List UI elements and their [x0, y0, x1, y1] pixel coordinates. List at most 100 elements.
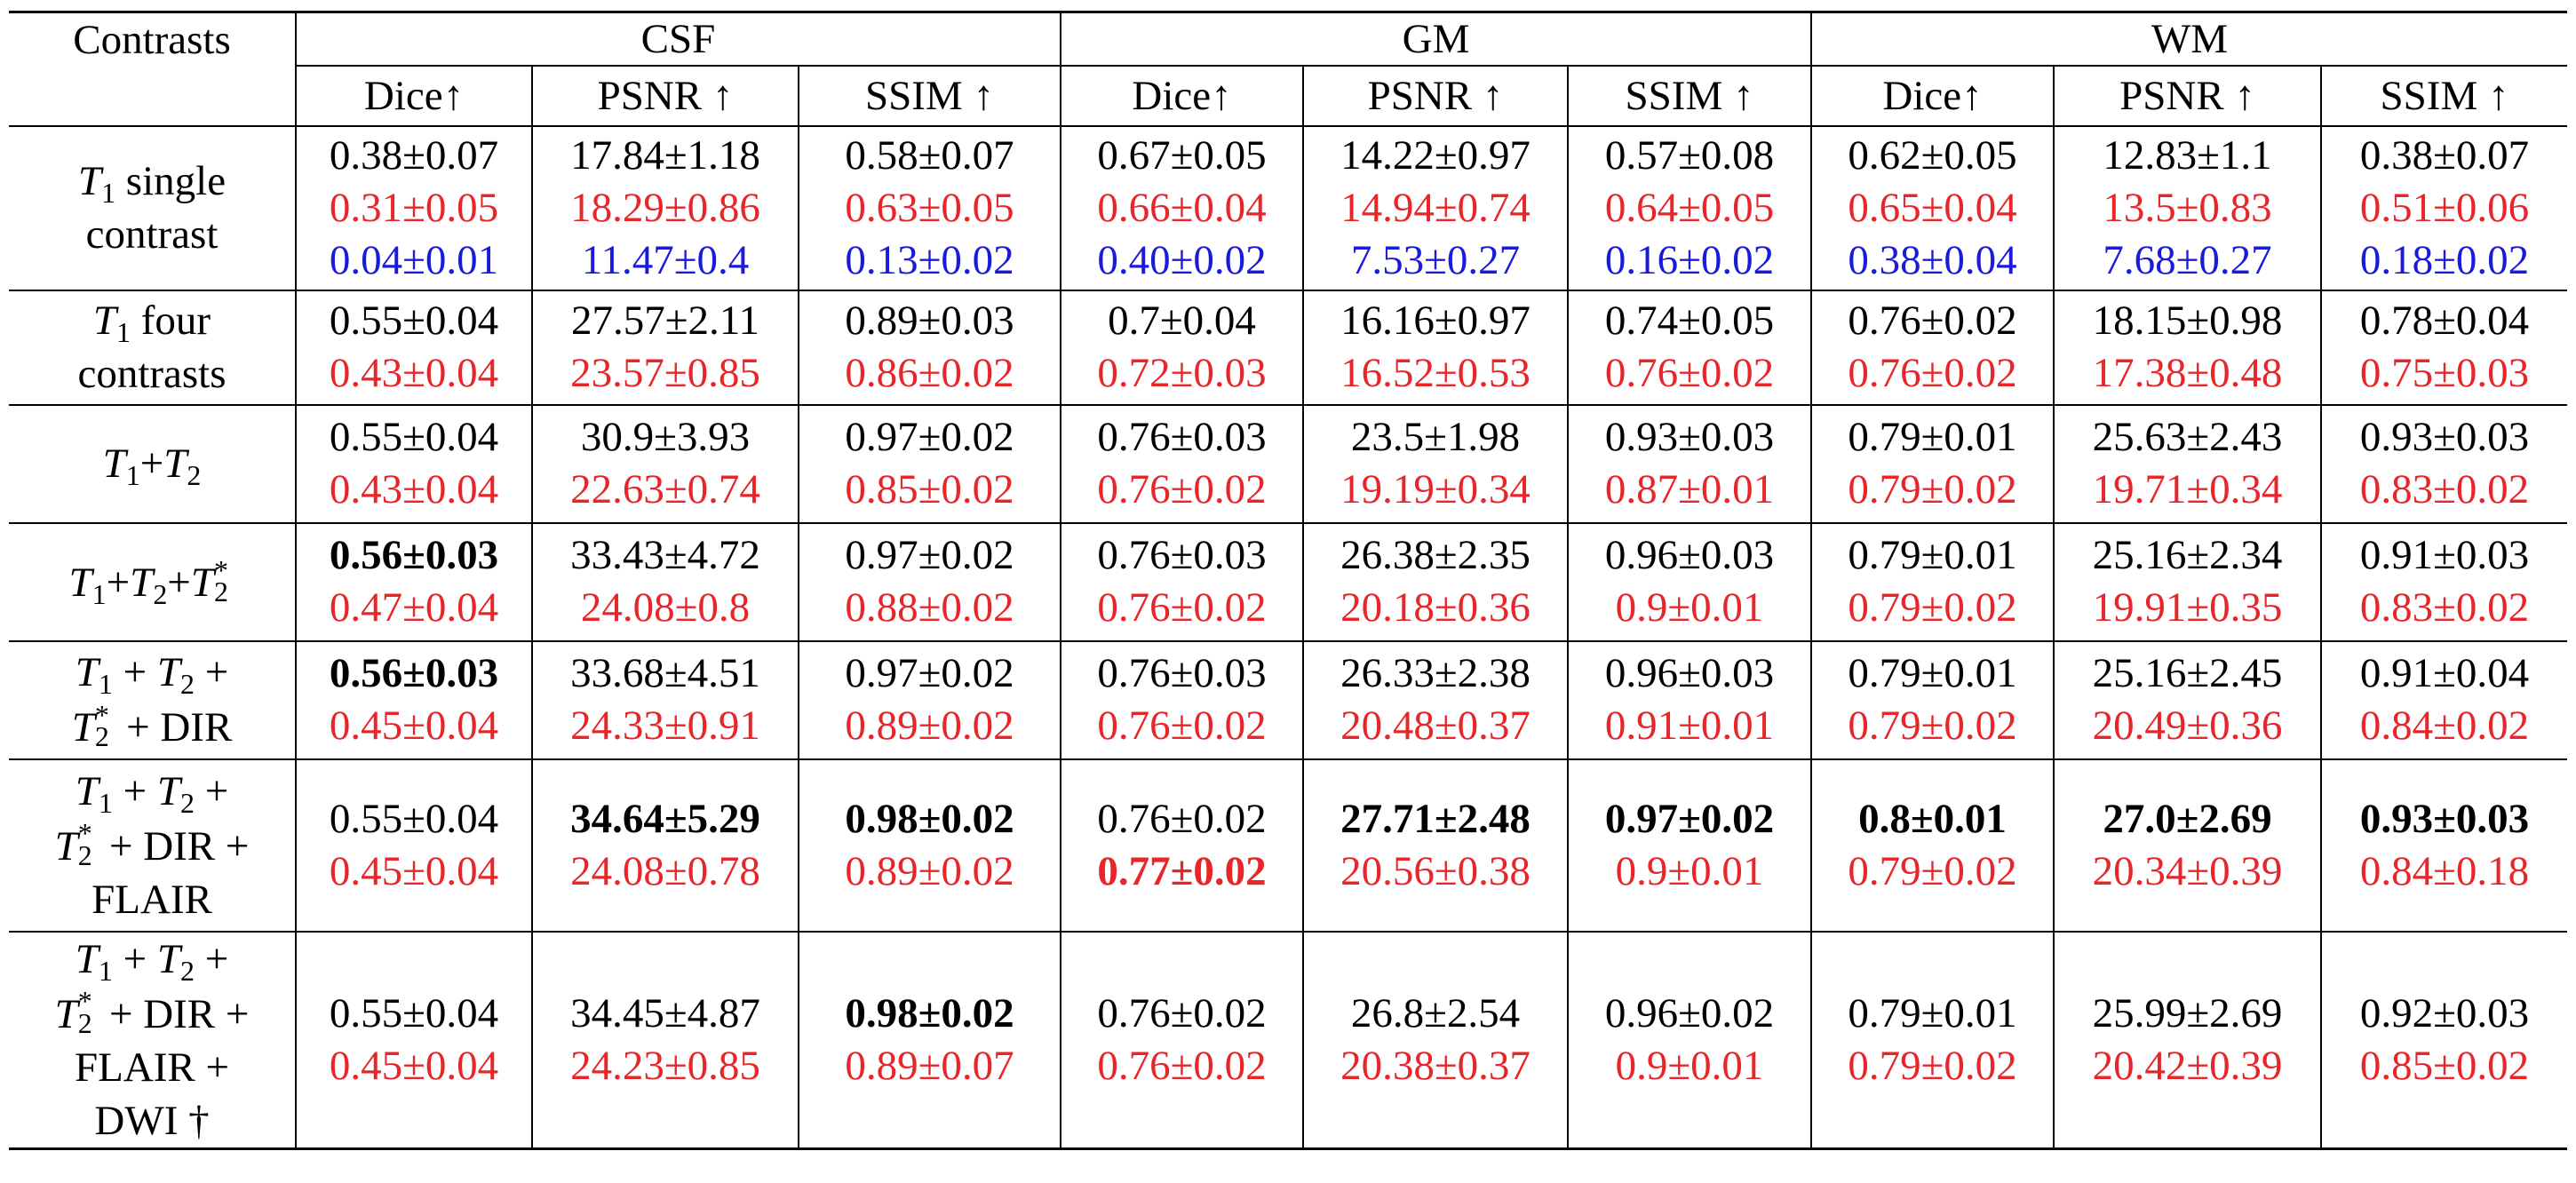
metric-header: SSIM ↑ — [1566, 64, 1812, 126]
metric-value-red: 0.9±0.01 — [1615, 1042, 1764, 1089]
metric-cell: 0.7±0.04 0.72±0.03 — [1060, 289, 1303, 405]
metric-value-black: 0.78±0.04 — [2359, 298, 2530, 344]
metric-cell: 0.96±0.03 0.9±0.01 — [1566, 521, 1812, 641]
metric-value-red: 0.43±0.04 — [329, 350, 499, 396]
table-row: T1+T2 0.55±0.04 0.43±0.04 30.9±3.93 22.63±0.… — [9, 403, 2568, 523]
metric-cell: 0.55±0.04 0.43±0.04 — [295, 289, 532, 405]
metric-cell: 0.98±0.02 0.89±0.07 — [798, 930, 1061, 1150]
metric-value-black: 0.76±0.02 — [1848, 298, 2017, 344]
metric-cell: 0.92±0.03 0.85±0.02 — [2320, 930, 2568, 1150]
metric-value-red: 0.79±0.02 — [1848, 847, 2017, 894]
row-label-line: T1+T2 — [102, 441, 202, 491]
metric-cell: 34.64±5.29 24.08±0.78 — [531, 758, 799, 932]
metric-header: PSNR ↑ — [2053, 64, 2322, 126]
metric-value-red: 0.72±0.03 — [1097, 350, 1267, 396]
metric-value-red: 0.84±0.18 — [2359, 847, 2530, 894]
row-label-line: T1+T2+T * 2 — [68, 554, 228, 610]
metric-value-red: 0.76±0.02 — [1097, 1042, 1267, 1089]
metric-cell: 0.62±0.05 0.65±0.04 0.38±0.04 — [1810, 124, 2055, 290]
metric-value-black: 0.76±0.03 — [1097, 414, 1267, 460]
metric-value-black: 0.91±0.04 — [2359, 650, 2530, 696]
metric-value-black: 0.62±0.05 — [1848, 131, 2017, 179]
metric-value-red: 0.75±0.03 — [2359, 350, 2530, 396]
metric-value-red: 0.45±0.04 — [329, 703, 499, 749]
metric-value-red: 0.79±0.02 — [1848, 466, 2017, 512]
metric-value-black: 27.57±2.11 — [570, 298, 760, 344]
metric-value-black: 0.93±0.03 — [2359, 795, 2530, 842]
metric-value-blue: 0.16±0.02 — [1604, 236, 1775, 283]
metric-value-black: 0.74±0.05 — [1604, 298, 1775, 344]
metric-value-red: 20.34±0.39 — [2092, 847, 2283, 894]
metric-value-black: 14.22±0.97 — [1340, 131, 1530, 179]
metric-value-red: 0.89±0.07 — [845, 1042, 1014, 1089]
metric-value-red: 0.76±0.02 — [1097, 584, 1267, 631]
metric-cell: 0.78±0.04 0.75±0.03 — [2320, 289, 2568, 405]
row-label-line: T1 + T2 + — [75, 935, 229, 987]
metric-cell: 27.71±2.48 20.56±0.38 — [1302, 758, 1568, 932]
metric-value-black: 0.89±0.03 — [845, 298, 1014, 344]
metric-value-black: 0.79±0.01 — [1848, 989, 2017, 1036]
metric-value-black: 0.58±0.07 — [845, 131, 1014, 179]
row-label: T1 single contrast — [9, 124, 296, 290]
metric-cell: 0.79±0.01 0.79±0.02 — [1810, 521, 2055, 641]
metric-value-red: 0.64±0.05 — [1604, 184, 1775, 231]
metric-value-black: 0.7±0.04 — [1108, 298, 1256, 344]
metric-value-red: 0.87±0.01 — [1604, 466, 1775, 512]
metric-value-red: 0.79±0.02 — [1848, 584, 2017, 631]
metric-value-red: 24.23±0.85 — [570, 1042, 760, 1089]
metric-value-blue: 7.53±0.27 — [1350, 236, 1521, 283]
metric-value-black: 0.76±0.03 — [1097, 650, 1267, 696]
metric-value-red: 0.85±0.02 — [845, 466, 1014, 512]
metric-value-blue: 0.38±0.04 — [1848, 236, 2017, 283]
table-row: T1 four contrasts 0.55±0.04 0.43±0.04 27.57±… — [9, 289, 2568, 405]
metric-value-red: 0.79±0.02 — [1848, 1042, 2017, 1089]
metric-cell: 0.97±0.02 0.9±0.01 — [1566, 758, 1812, 932]
metric-value-black: 26.38±2.35 — [1340, 532, 1530, 578]
metric-value-black: 0.97±0.02 — [845, 532, 1014, 578]
metric-cell: 25.63±2.43 19.71±0.34 — [2053, 403, 2322, 523]
metric-cell: 27.57±2.11 23.57±0.85 — [531, 289, 799, 405]
group-header-row: Contrasts CSF GM WM — [9, 11, 2568, 126]
metric-cell: 25.99±2.69 20.42±0.39 — [2053, 930, 2322, 1150]
metric-value-red: 20.48±0.37 — [1340, 703, 1530, 749]
row-label: T1+T2+T * 2 — [9, 521, 296, 641]
metric-value-black: 0.76±0.02 — [1097, 795, 1267, 842]
metric-value-black: 0.76±0.03 — [1097, 532, 1267, 578]
metric-cell: 0.91±0.03 0.83±0.02 — [2320, 521, 2568, 641]
metric-cell: 0.96±0.02 0.9±0.01 — [1566, 930, 1812, 1150]
metric-value-red: 0.85±0.02 — [2359, 1042, 2530, 1089]
metric-value-black: 26.33±2.38 — [1340, 650, 1530, 696]
metric-value-black: 0.92±0.03 — [2359, 989, 2530, 1036]
metric-value-black: 23.5±1.98 — [1350, 414, 1521, 460]
metric-value-red: 16.52±0.53 — [1340, 350, 1530, 396]
metric-cell: 33.43±4.72 24.08±0.8 — [531, 521, 799, 641]
metric-value-black: 0.93±0.03 — [2359, 414, 2530, 460]
metric-header: PSNR ↑ — [531, 64, 799, 126]
metric-value-red: 13.5±0.83 — [2103, 184, 2272, 231]
row-label-line: T1 four — [92, 298, 211, 348]
table-row: T1 + T2 + T * 2 + DIR + FLAIR 0.55±0.04 0.45±0… — [9, 758, 2568, 932]
metric-value-black: 0.76±0.02 — [1097, 989, 1267, 1036]
row-label-line: DWI † — [94, 1097, 210, 1144]
metric-value-red: 20.49±0.36 — [2092, 703, 2283, 749]
metric-value-red: 0.77±0.02 — [1097, 847, 1267, 894]
metric-value-red: 18.29±0.86 — [570, 184, 760, 231]
metric-value-red: 0.65±0.04 — [1848, 184, 2017, 231]
results-table-body: T1 single contrast 0.38±0.07 0.31±0.05 0.04±… — [9, 124, 2568, 1150]
metric-value-red: 20.56±0.38 — [1340, 847, 1530, 894]
metric-value-red: 0.31±0.05 — [329, 184, 499, 231]
metric-header: Dice↑ — [295, 64, 532, 126]
metric-cell: 26.38±2.35 20.18±0.36 — [1302, 521, 1568, 641]
metric-cell: 26.33±2.38 20.48±0.37 — [1302, 639, 1568, 759]
metric-cell: 27.0±2.69 20.34±0.39 — [2053, 758, 2322, 932]
metric-value-red: 0.63±0.05 — [845, 184, 1014, 231]
metric-cell: 25.16±2.34 19.91±0.35 — [2053, 521, 2322, 641]
metric-cell: 14.22±0.97 14.94±0.74 7.53±0.27 — [1302, 124, 1568, 290]
metric-value-black: 0.38±0.07 — [2359, 131, 2530, 179]
metric-value-black: 0.79±0.01 — [1848, 532, 2017, 578]
metric-value-black: 18.15±0.98 — [2092, 298, 2283, 344]
metric-cell: 17.84±1.18 18.29±0.86 11.47±0.4 — [531, 124, 799, 290]
metric-value-red: 0.84±0.02 — [2359, 703, 2530, 749]
metric-header-row: Dice↑ PSNR ↑ SSIM ↑ Dice↑ PSNR ↑ SSIM ↑ … — [9, 64, 2568, 126]
metric-value-blue: 0.04±0.01 — [329, 236, 499, 283]
